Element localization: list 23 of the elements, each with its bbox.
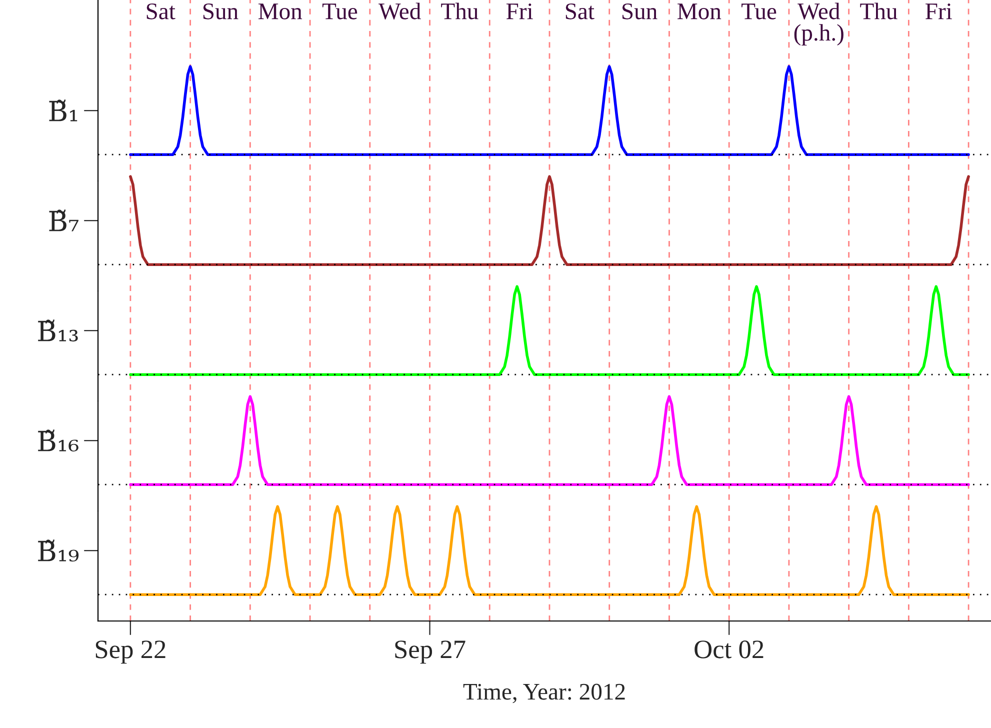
text: Wed bbox=[378, 2, 421, 20]
text: Mon bbox=[258, 4, 302, 20]
text: Thu bbox=[860, 2, 898, 20]
text: Sat bbox=[566, 3, 594, 20]
x-tick-label: Sep 27 bbox=[395, 640, 466, 664]
y-axis-title: B̃₁₆ bbox=[38, 430, 78, 452]
x-tick-label: Sep 22 bbox=[96, 640, 166, 664]
y-axis-title: B̃₁₉ bbox=[38, 540, 79, 562]
text: Tue bbox=[742, 4, 776, 20]
text: Wed (p.h.) bbox=[794, 2, 844, 46]
text: Mon bbox=[678, 4, 722, 20]
x-tick-label: Oct 02 bbox=[694, 640, 764, 658]
text: Sun bbox=[203, 3, 238, 20]
text: Fri bbox=[506, 3, 533, 20]
y-axis-title: B̃₁₃ bbox=[38, 320, 78, 342]
text: Sun bbox=[622, 3, 658, 20]
y-axis-title: B̃₇ bbox=[49, 210, 78, 232]
text: Tue bbox=[322, 4, 358, 20]
text: Sat bbox=[146, 3, 176, 20]
text: Fri bbox=[926, 3, 952, 20]
text: Thu bbox=[441, 2, 478, 20]
y-axis-title: B̃₁ bbox=[49, 100, 78, 122]
x-axis-title: Time, Year: 2012 bbox=[463, 684, 625, 704]
